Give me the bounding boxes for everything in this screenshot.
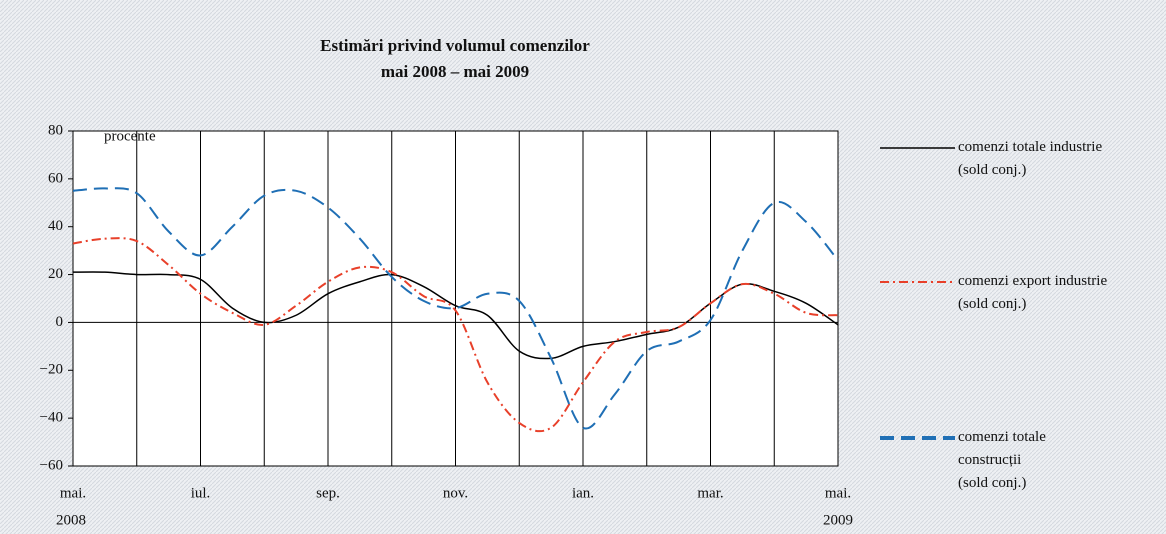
y-axis-label: procente bbox=[104, 128, 156, 144]
x-year-label: 2009 bbox=[823, 512, 853, 528]
series-line bbox=[72, 237, 839, 433]
y-tick-label: 0 bbox=[56, 314, 64, 330]
y-tick-label: −20 bbox=[40, 362, 63, 378]
chart-title: Estimări privind volumul comenzilor bbox=[320, 36, 590, 55]
legend-label: comenzi totale industrie (sold conj.) bbox=[958, 139, 1102, 178]
x-tick-label: ian. bbox=[572, 485, 594, 501]
y-tick-label: −40 bbox=[40, 410, 63, 426]
x-tick-label: mai. bbox=[825, 485, 851, 501]
x-tick-label: iul. bbox=[191, 485, 211, 501]
y-tick-label: 60 bbox=[48, 170, 63, 186]
x-tick-label: nov. bbox=[443, 485, 468, 501]
y-tick-label: −60 bbox=[40, 457, 63, 473]
y-tick-label: 20 bbox=[48, 266, 63, 282]
legend-label: comenzi totale construcții (sold conj.) bbox=[958, 429, 1046, 491]
legend-label: comenzi export industrie (sold conj.) bbox=[958, 273, 1107, 312]
x-year-label: 2008 bbox=[56, 512, 86, 528]
series-line bbox=[72, 187, 839, 430]
y-tick-label: 80 bbox=[48, 122, 63, 138]
x-tick-label: mar. bbox=[697, 485, 723, 501]
y-tick-label: 40 bbox=[48, 218, 63, 234]
chart-subtitle: mai 2008 – mai 2009 bbox=[381, 62, 529, 81]
x-tick-label: sep. bbox=[316, 485, 340, 501]
x-tick-label: mai. bbox=[60, 485, 86, 501]
